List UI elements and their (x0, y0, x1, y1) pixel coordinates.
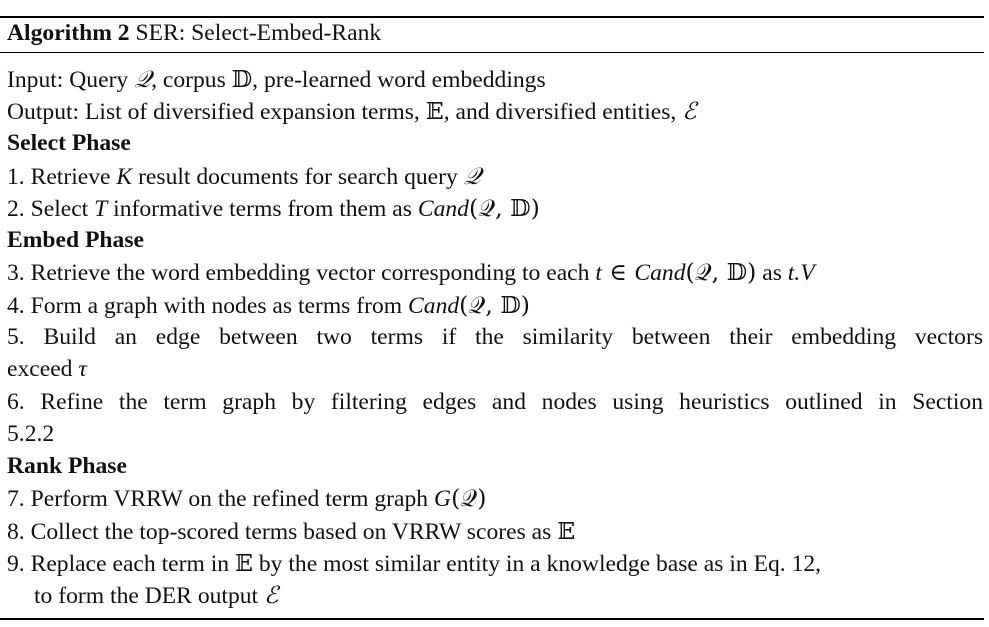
output-line: Output: List of diversified expansion te… (7, 97, 697, 125)
algorithm-heading: Algorithm 2 SER: Select-Embed-Rank (7, 17, 381, 49)
input-line: Input: Query 𝒬, corpus 𝔻, pre-learned wo… (7, 65, 546, 93)
step-1: 1. Retrieve K result documents for searc… (7, 162, 481, 190)
embed-phase-heading: Embed Phase (7, 227, 144, 253)
header-rule (0, 52, 984, 53)
step-5-line-1: 5. Build an edge between two terms if th… (7, 324, 983, 350)
step-5-line-2: exceed τ (7, 356, 87, 382)
step-6-line-1: 6. Refine the term graph by filtering ed… (7, 389, 983, 415)
step-9-line-1: 9. Replace each term in 𝔼 by the most si… (7, 549, 822, 577)
step-6-line-2: 5.2.2 (7, 421, 55, 447)
step-9-line-2: to form the DER output ℰ (34, 581, 279, 609)
step-4: 4. Form a graph with nodes as terms from… (7, 291, 530, 319)
step-8: 8. Collect the top-scored terms based on… (7, 517, 576, 545)
step-7: 7. Perform VRRW on the refined term grap… (7, 484, 487, 512)
algorithm-label: Algorithm 2 (7, 20, 130, 46)
bottom-rule (0, 618, 984, 620)
select-phase-heading: Select Phase (7, 130, 131, 156)
rank-phase-heading: Rank Phase (7, 453, 127, 479)
algorithm-title: SER: Select-Embed-Rank (135, 20, 382, 46)
top-rule (0, 16, 984, 18)
step-2: 2. Select T informative terms from them … (7, 194, 540, 222)
step-3: 3. Retrieve the word embedding vector co… (7, 258, 815, 286)
